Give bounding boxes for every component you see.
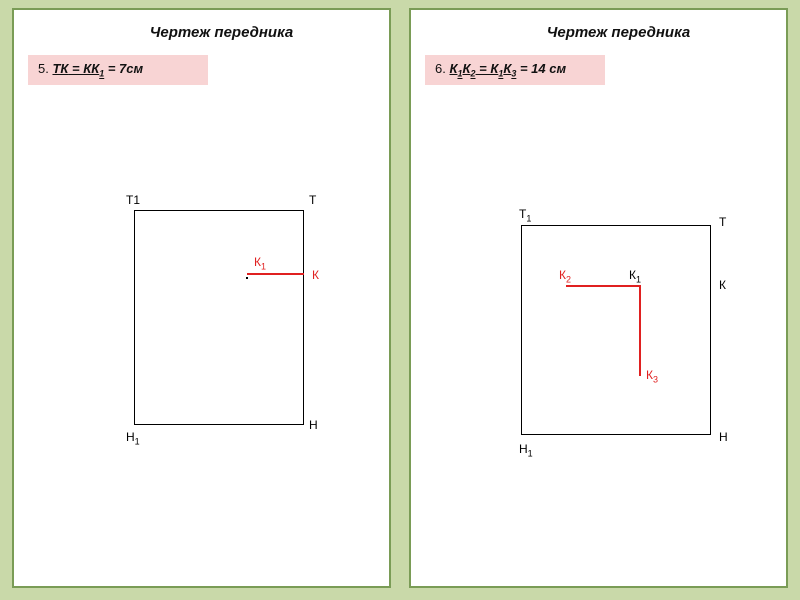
panel-left-title: Чертеж передника <box>68 24 375 41</box>
label-left-K1: К1 <box>254 255 266 271</box>
label-right-K-text: К <box>719 278 726 292</box>
panel-left-drawing: Т1 Т К1 К Н1 Н <box>14 10 389 586</box>
label-left-T-text: Т <box>309 193 316 207</box>
label-right-K1: К1 <box>629 268 641 284</box>
label-right-K3-sub: 3 <box>653 374 658 384</box>
label-right-T1-main: Т <box>519 207 526 221</box>
redline-right-h <box>566 285 641 287</box>
label-right-H-text: Н <box>719 430 728 444</box>
label-left-K: К <box>312 268 319 282</box>
panel-right: Чертеж передника 6. К1К2 = К1К3 = 14 см … <box>409 8 788 588</box>
label-right-H: Н <box>719 430 728 444</box>
label-right-T1: Т1 <box>519 207 531 223</box>
label-right-K1-main: К <box>629 268 636 282</box>
panel-right-drawing: Т1 Т К2 К1 К К3 Н1 Н <box>411 10 786 586</box>
formula-left-tail: = 7см <box>104 61 143 76</box>
formula-right-p8: = 14 см <box>516 61 566 76</box>
label-left-K-text: К <box>312 268 319 282</box>
label-right-H1-sub: 1 <box>528 448 533 458</box>
formula-left-eq: = КК <box>68 61 99 76</box>
page-container: Чертеж передника 5. ТК = КК1 = 7см Т1 Т … <box>0 0 800 596</box>
redline-left-h <box>247 273 304 275</box>
panel-left: Чертеж передника 5. ТК = КК1 = 7см Т1 Т … <box>12 8 391 588</box>
label-right-T: Т <box>719 215 726 229</box>
label-right-K3-main: К <box>646 368 653 382</box>
redline-right-v <box>639 286 641 376</box>
label-right-H1: Н1 <box>519 442 533 458</box>
label-right-T1-sub: 1 <box>526 213 531 223</box>
label-right-H1-main: Н <box>519 442 528 456</box>
dot-left <box>246 277 248 279</box>
formula-right-prefix: 6. <box>435 61 449 76</box>
formula-right-p4: = К <box>476 61 499 76</box>
panel-left-formula: 5. ТК = КК1 = 7см <box>28 55 208 85</box>
label-right-K2-main: К <box>559 268 566 282</box>
label-left-K1-sub: 1 <box>261 261 266 271</box>
label-left-K1-main: К <box>254 255 261 269</box>
panel-right-title: Чертеж передника <box>465 24 772 41</box>
label-left-H1-main: Н <box>126 430 135 444</box>
panel-right-formula: 6. К1К2 = К1К3 = 14 см <box>425 55 605 85</box>
label-left-H1-sub: 1 <box>135 436 140 446</box>
label-right-K1-sub: 1 <box>636 274 641 284</box>
label-right-K2-sub: 2 <box>566 274 571 284</box>
label-left-T1: Т1 <box>126 193 140 207</box>
label-left-H: Н <box>309 418 318 432</box>
label-left-T1-text: Т1 <box>126 193 140 207</box>
label-right-K3: К3 <box>646 368 658 384</box>
formula-left-prefix: 5. <box>38 61 52 76</box>
label-right-T-text: Т <box>719 215 726 229</box>
rect-right <box>521 225 711 435</box>
label-right-K2: К2 <box>559 268 571 284</box>
label-left-T: Т <box>309 193 316 207</box>
label-left-H1: Н1 <box>126 430 140 446</box>
label-left-H-text: Н <box>309 418 318 432</box>
formula-left-first: ТК <box>52 61 68 76</box>
label-right-K: К <box>719 278 726 292</box>
rect-left <box>134 210 304 425</box>
